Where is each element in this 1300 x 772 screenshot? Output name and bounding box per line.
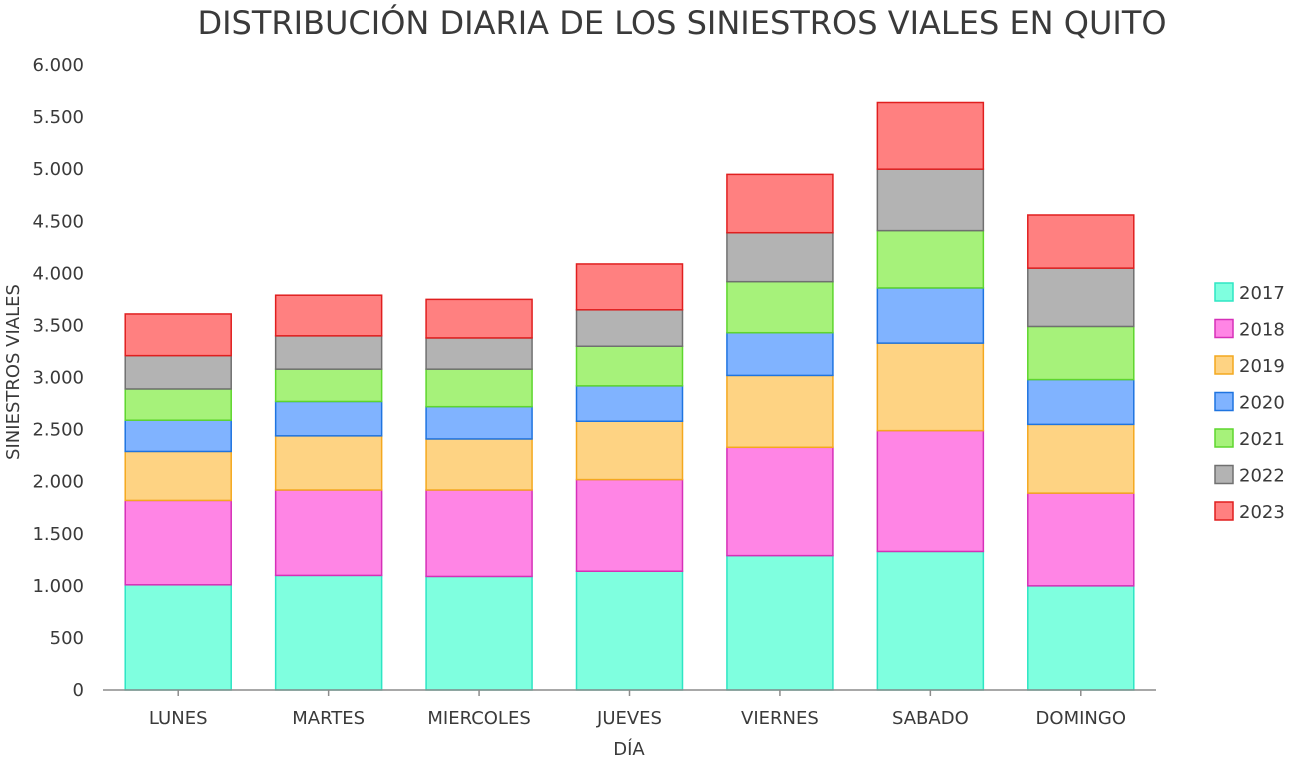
bar-segment-domingo-2023 [1027, 214, 1135, 269]
bar-segment-lunes-2018 [124, 499, 232, 586]
bar-segment-lunes-2017 [124, 584, 232, 691]
bar-segment-domingo-2019 [1027, 423, 1135, 494]
bar-segment-domingo-2017 [1027, 585, 1135, 691]
bar-segment-jueves-2018 [575, 478, 684, 573]
bar-segment-lunes-2022 [124, 354, 232, 390]
legend-swatch-2023 [1214, 501, 1234, 521]
y-tick-label: 5.500 [32, 107, 84, 128]
x-tick-label: LUNES [149, 708, 208, 729]
y-axis: 0 500 1.000 1.500 2.000 2.500 3.000 3.500 4.000 4… [32, 55, 84, 701]
bar-segment-domingo-2018 [1027, 492, 1135, 587]
bar-segment-jueves-2022 [575, 309, 684, 347]
bar-segment-viernes-2017 [726, 554, 834, 691]
y-tick-label: 2.000 [32, 472, 84, 493]
legend-swatch-2021 [1214, 428, 1234, 448]
x-tick-label: SABADO [892, 708, 969, 729]
legend-swatch-2017 [1214, 282, 1234, 302]
legend-label-2018: 2018 [1239, 320, 1285, 341]
bar-segment-martes-2023 [274, 294, 383, 337]
y-tick-label: 0 [73, 680, 84, 701]
bar-segment-miercoles-2017 [425, 575, 533, 691]
y-tick-label: 3.500 [32, 315, 84, 336]
legend-label-2023: 2023 [1239, 502, 1285, 523]
legend-swatch-2018 [1214, 318, 1234, 339]
bar-segment-martes-2020 [274, 400, 383, 437]
bar-segment-martes-2022 [274, 335, 383, 370]
y-tick-label: 5.000 [32, 159, 84, 180]
bar-segment-martes-2019 [274, 435, 383, 491]
y-tick-label: 4.500 [32, 211, 84, 232]
legend-label-2021: 2021 [1239, 429, 1285, 450]
bar-segment-viernes-2022 [726, 231, 834, 283]
y-tick-label: 1.500 [32, 524, 84, 545]
y-tick-label: 6.000 [32, 55, 84, 76]
bar-segment-jueves-2017 [575, 570, 684, 691]
bar-segment-viernes-2023 [726, 173, 834, 234]
x-tick-label: JUEVES [596, 708, 662, 729]
bar-segment-jueves-2019 [575, 420, 684, 481]
bar-segment-viernes-2020 [726, 331, 834, 377]
x-tick-label: DOMINGO [1036, 708, 1126, 729]
bar-segment-domingo-2021 [1027, 325, 1135, 381]
bar-segment-martes-2017 [274, 574, 383, 691]
bar-segment-miercoles-2022 [425, 337, 533, 370]
bar-segment-miercoles-2018 [425, 489, 533, 578]
bar-segment-jueves-2020 [575, 385, 684, 423]
bar-segment-miercoles-2019 [425, 438, 533, 491]
bar-segment-viernes-2019 [726, 374, 834, 449]
bar-segment-viernes-2018 [726, 446, 834, 557]
bar-segment-jueves-2021 [575, 345, 684, 387]
bar-segment-sabado-2017 [876, 550, 985, 691]
legend: 2017 2018 2019 2020 2021 2022 2023 [1214, 282, 1285, 523]
bar-segment-sabado-2022 [876, 168, 985, 232]
y-tick-label: 4.000 [32, 263, 84, 284]
x-axis: LUNES MARTES MIERCOLES JUEVES VIERNES SABADO D… [103, 689, 1156, 729]
bar-segment-martes-2018 [274, 489, 383, 577]
bar-segment-miercoles-2023 [425, 298, 533, 339]
legend-swatch-2022 [1214, 464, 1234, 485]
y-tick-label: 1.000 [32, 576, 84, 597]
bar-segment-viernes-2021 [726, 280, 834, 334]
bar-segment-lunes-2020 [124, 419, 232, 453]
legend-label-2019: 2019 [1239, 356, 1285, 377]
bar-segment-sabado-2020 [876, 287, 985, 344]
x-tick-label: VIERNES [741, 708, 819, 729]
bar-segment-sabado-2018 [876, 429, 985, 553]
bar-segment-jueves-2023 [575, 263, 684, 311]
bar-segment-domingo-2022 [1027, 267, 1135, 328]
bar-segment-domingo-2020 [1027, 378, 1135, 426]
legend-swatch-2020 [1214, 391, 1234, 412]
bar-segment-sabado-2023 [876, 101, 985, 170]
bar-segment-lunes-2023 [124, 313, 232, 357]
legend-swatch-2019 [1214, 355, 1234, 375]
bar-segment-sabado-2021 [876, 229, 985, 289]
bar-segment-miercoles-2020 [425, 405, 533, 440]
bar-segment-lunes-2021 [124, 388, 232, 421]
legend-label-2020: 2020 [1239, 393, 1285, 414]
x-tick-label: MARTES [292, 708, 365, 729]
x-tick-label: MIERCOLES [427, 708, 530, 729]
legend-label-2022: 2022 [1239, 466, 1285, 487]
chart-title: DISTRIBUCIÓN DIARIA DE LOS SINIESTROS VI… [197, 3, 1166, 42]
y-tick-label: 500 [50, 628, 84, 649]
legend-label-2017: 2017 [1239, 283, 1285, 304]
x-axis-title: DÍA [613, 738, 645, 760]
y-tick-label: 3.000 [32, 368, 84, 389]
bars [124, 101, 1135, 691]
bar-segment-lunes-2019 [124, 450, 232, 502]
bar-segment-martes-2021 [274, 368, 383, 403]
bar-segment-sabado-2019 [876, 342, 985, 432]
y-tick-label: 2.500 [32, 420, 84, 441]
y-axis-title: SINIESTROS VIALES [3, 284, 24, 460]
bar-segment-miercoles-2021 [425, 368, 533, 408]
